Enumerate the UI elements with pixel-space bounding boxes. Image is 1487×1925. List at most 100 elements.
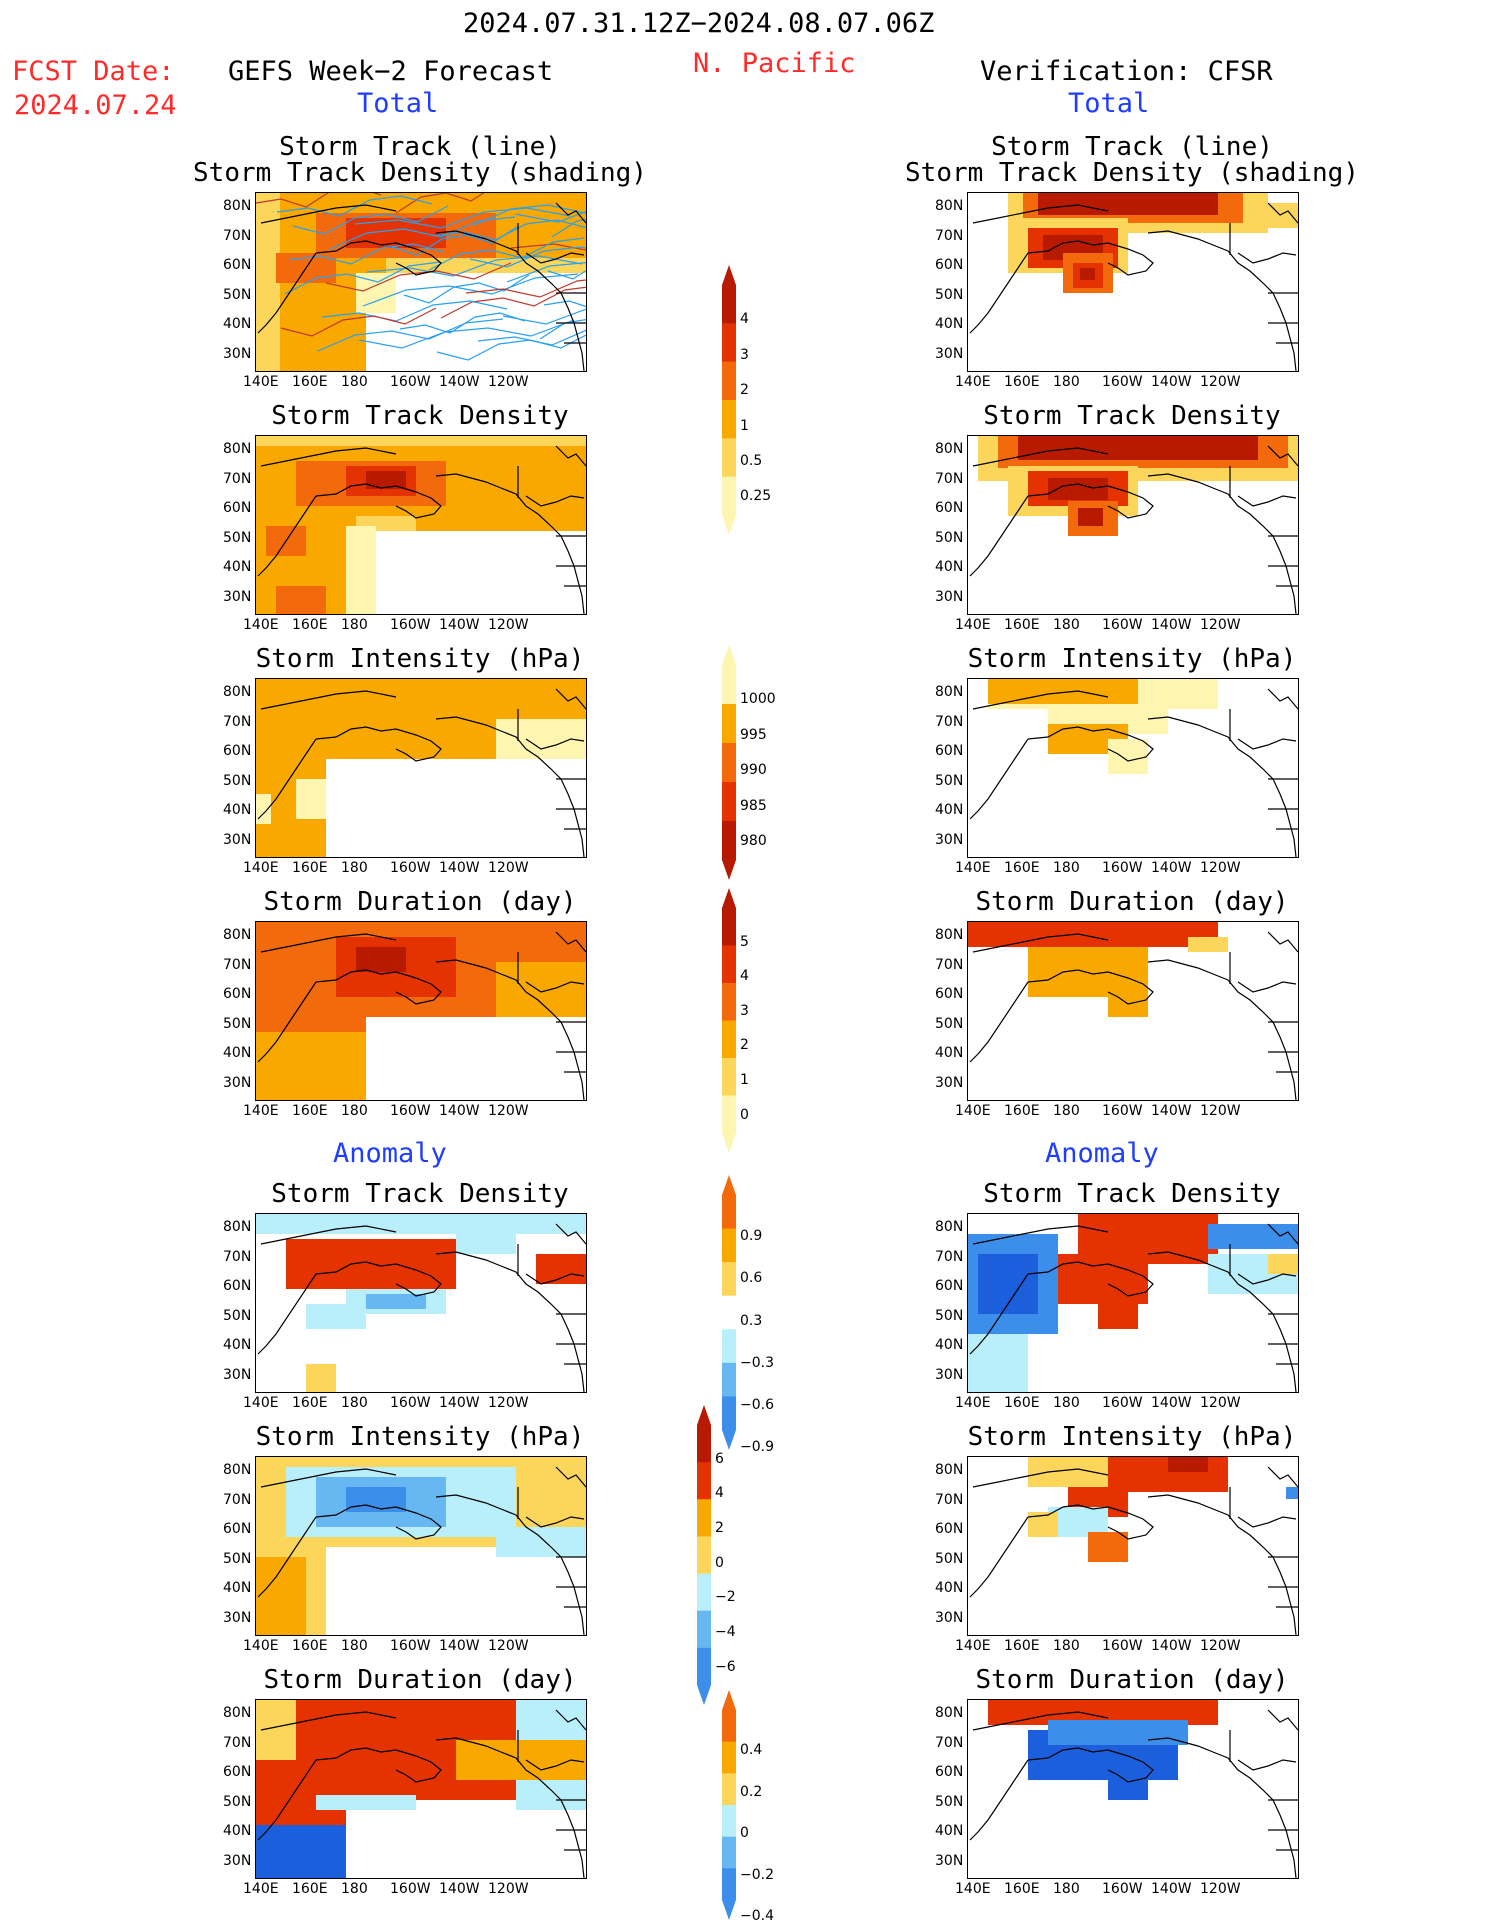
region-title: N. Pacific (693, 48, 856, 79)
coastline (525, 495, 585, 507)
lat-tick-label: 50N (935, 772, 964, 789)
coastline (1147, 959, 1297, 1100)
shading-cell (256, 794, 271, 824)
map-panel-forecast-fc_a_intensity (255, 1456, 587, 1636)
colorbar-intensity-anom (697, 1405, 711, 1705)
lat-tick-label: 80N (935, 684, 964, 700)
storm-track-line (358, 319, 575, 349)
lon-tick-label: 140W (439, 1881, 480, 1897)
colorbar-arrow-bottom (722, 515, 736, 535)
storm-track-line (284, 261, 441, 295)
lon-tick-label: 180 (341, 1103, 368, 1119)
colorbar-label: −2 (715, 1589, 736, 1606)
lon-tick-label: 140E (955, 860, 991, 876)
period-title: 2024.07.31.12Z−2024.08.07.06Z (463, 8, 935, 39)
lat-tick-label: 50N (223, 1550, 252, 1567)
colorbar-label: −0.6 (740, 1396, 774, 1413)
coastline (260, 204, 397, 224)
panel-title: Storm Duration (day) (263, 887, 577, 917)
lon-tick-label: 140W (1151, 617, 1192, 633)
lat-tick-label: 60N (223, 986, 252, 1002)
coastline (1027, 969, 1154, 1005)
colorbar-duration-total (722, 888, 736, 1153)
lon-tick-label: 140E (955, 1103, 991, 1119)
lon-tick-label: 160E (292, 1881, 328, 1897)
storm-track-line (539, 319, 586, 340)
coastline (969, 495, 1029, 577)
colorbar-segment (722, 285, 736, 324)
coastline (1147, 716, 1297, 857)
colorbar-segment (722, 1868, 736, 1901)
storm-track-line (465, 279, 586, 298)
lat-tick-label: 70N (223, 956, 252, 973)
lat-tick-label: 80N (223, 927, 252, 943)
coastline (257, 1759, 317, 1841)
lon-tick-label: 140W (1151, 1103, 1192, 1119)
lon-tick-label: 180 (341, 374, 368, 390)
lon-tick-label: 140W (439, 1103, 480, 1119)
lat-tick-label: 80N (935, 198, 964, 214)
lon-tick-label: 120W (1200, 617, 1241, 633)
coastline (435, 716, 585, 857)
colorbar-segment (697, 1462, 711, 1500)
lat-tick-label: 40N (223, 559, 252, 575)
map-plot (256, 1457, 586, 1635)
lat-tick-label: 30N (935, 588, 964, 605)
colorbar-label: 5 (740, 933, 749, 950)
lat-tick-label: 50N (935, 1307, 964, 1324)
coastline (1237, 738, 1297, 750)
shading-cell (366, 1017, 586, 1100)
shading-cell (1018, 436, 1258, 460)
lat-tick-label: 70N (935, 470, 964, 487)
colorbar-segment (722, 1805, 736, 1838)
colorbar-label: 3 (740, 1002, 749, 1019)
lon-tick-label: 120W (1200, 1638, 1241, 1654)
storm-track-line (436, 334, 586, 361)
coastline (525, 1273, 585, 1285)
shading-cell (256, 1214, 586, 1234)
coastline (257, 738, 317, 820)
lat-tick-label: 80N (223, 684, 252, 700)
storm-track-line (469, 246, 586, 268)
map-plot (256, 1700, 586, 1878)
colorbar-segment (697, 1425, 711, 1463)
colorbar-label: 990 (740, 762, 767, 779)
map-plot (968, 922, 1298, 1100)
coastline (1267, 1223, 1298, 1245)
lat-tick-label: 40N (935, 1337, 964, 1353)
panel-title: Storm Track Density (983, 401, 1281, 431)
coastline (1267, 931, 1298, 953)
map-plot (256, 1214, 586, 1392)
colorbar-segment (722, 665, 736, 705)
storm-track-line (362, 273, 579, 307)
lon-tick-label: 160E (292, 617, 328, 633)
shading-cell (256, 1032, 366, 1100)
lat-tick-label: 70N (935, 956, 964, 973)
coastline (972, 204, 1109, 224)
lat-tick-label: 70N (223, 1734, 252, 1751)
lon-tick-label: 140W (1151, 860, 1192, 876)
lat-tick-label: 70N (935, 1491, 964, 1508)
coastline (257, 495, 317, 577)
shading-cell (1286, 1487, 1298, 1499)
lon-tick-label: 120W (1200, 860, 1241, 876)
panel-title: Storm Duration (day) (975, 887, 1289, 917)
lon-tick-label: 140E (955, 1395, 991, 1411)
colorbar-arrow-bottom (722, 1430, 736, 1450)
coastline (435, 959, 585, 1100)
coastline (969, 738, 1029, 820)
coastline (257, 1273, 317, 1355)
coastline (1237, 981, 1297, 993)
coastline (1267, 1709, 1298, 1731)
shading-cell (516, 1780, 586, 1810)
shading-cell (496, 1527, 586, 1557)
lon-tick-label: 140W (439, 374, 480, 390)
coastline (260, 447, 397, 467)
coastline (1147, 1251, 1297, 1392)
lon-tick-label: 140W (1151, 1395, 1192, 1411)
lat-tick-label: 30N (935, 345, 964, 362)
coastline (1267, 1466, 1298, 1488)
lon-tick-label: 160E (1004, 1103, 1040, 1119)
colorbar-label: −0.9 (740, 1439, 774, 1456)
colorbar-label: 4 (740, 311, 749, 328)
